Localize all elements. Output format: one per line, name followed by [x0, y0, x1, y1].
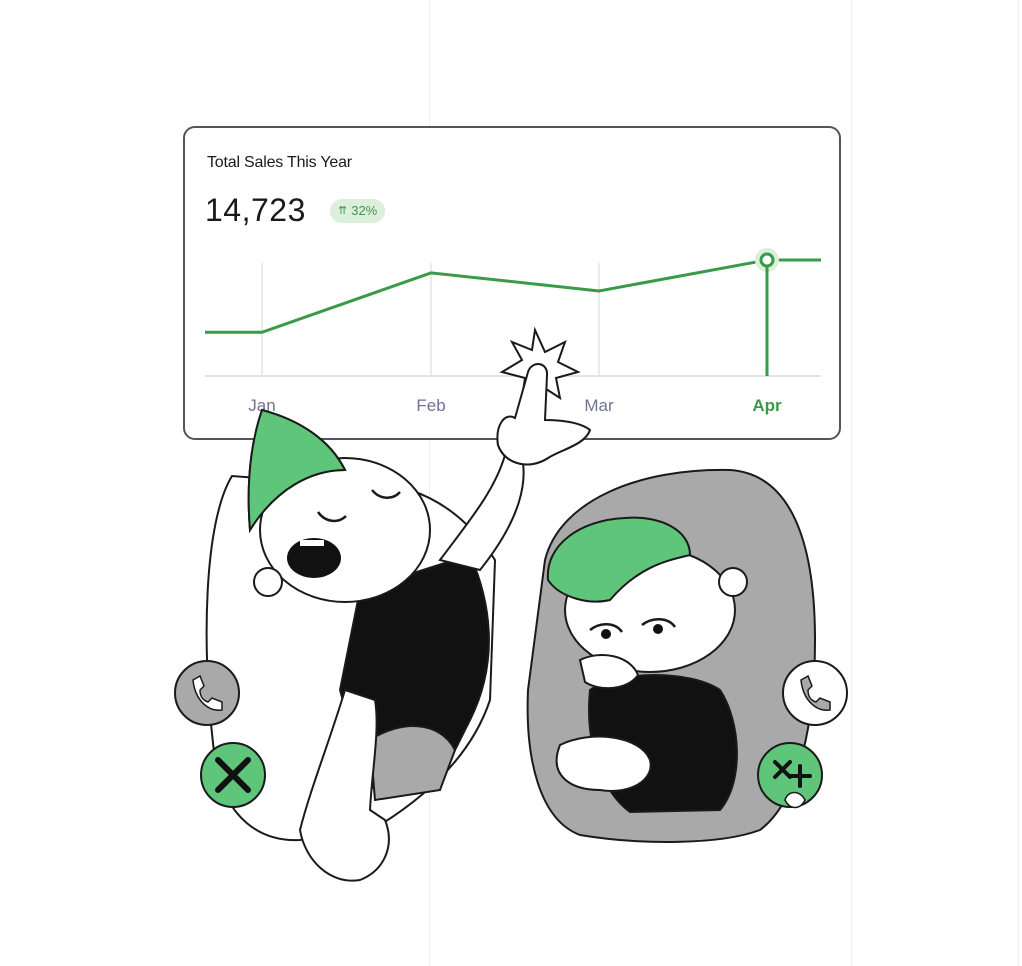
- x-tick-jan: Jan: [248, 396, 276, 415]
- data-point-apr[interactable]: [759, 252, 775, 268]
- right-pupil-2: [653, 624, 663, 634]
- growth-badge-text: 32%: [351, 203, 378, 218]
- left-teeth: [300, 540, 324, 546]
- growth-badge: ⇈ 32%: [330, 199, 386, 223]
- left-phone-icon: [174, 660, 240, 726]
- sales-line-chart: [205, 248, 821, 377]
- guide-line-right: [851, 0, 852, 966]
- left-eye-2: [371, 489, 401, 499]
- x-tick-feb: Feb: [416, 396, 446, 415]
- left-mouth: [287, 538, 341, 578]
- card-value: 14,723: [205, 192, 306, 228]
- x-tick-apr[interactable]: Apr: [752, 396, 782, 415]
- right-ear: [718, 567, 748, 597]
- left-body-shadow: [368, 725, 457, 802]
- left-ear: [253, 567, 283, 597]
- series-line: [205, 258, 821, 334]
- right-arm: [555, 735, 652, 792]
- card-title: Total Sales This Year: [207, 154, 352, 171]
- right-phone-icon: [782, 660, 848, 726]
- guide-line-edge: [1018, 0, 1019, 966]
- sales-card: Total Sales This Year 14,723 ⇈ 32% Jan Fe…: [183, 126, 841, 440]
- right-hangup-icon: [757, 742, 823, 809]
- right-eye-1: [589, 623, 624, 633]
- trend-up-icon: ⇈: [338, 204, 348, 217]
- x-tick-mar: Mar: [584, 396, 614, 415]
- right-hand-chin: [578, 654, 640, 690]
- left-raised-arm: [438, 448, 525, 572]
- left-hangup-icon: [200, 742, 266, 808]
- right-pupil-1: [601, 629, 611, 639]
- right-eye-2: [641, 618, 677, 628]
- right-hair: [546, 516, 692, 603]
- guide-line-left: [429, 0, 430, 966]
- left-lower-arm: [298, 688, 390, 882]
